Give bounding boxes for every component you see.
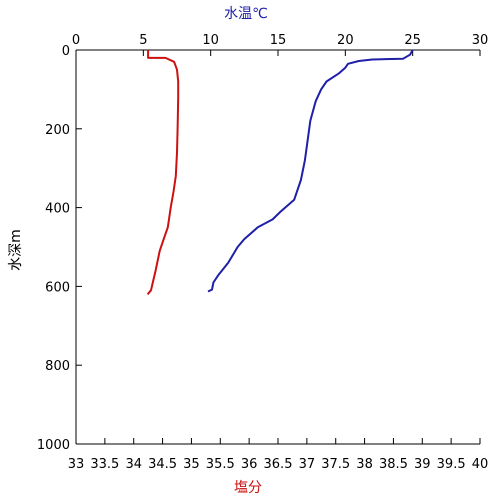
bottom-tick-label: 33.5 [90, 457, 119, 472]
top-tick-label: 0 [72, 33, 80, 48]
bottom-tick-label: 36 [241, 457, 258, 472]
bottom-tick-label: 35 [183, 457, 200, 472]
bottom-tick-label: 34 [125, 457, 142, 472]
bottom-axis-ticks: 33 33.5 34 34.5 35 35.5 36 36.5 37 37.5 38 38.5 39 39… [68, 438, 489, 472]
bottom-tick-label: 35.5 [206, 457, 235, 472]
top-axis-title: 水温℃ [224, 6, 268, 22]
series-layer [146, 49, 414, 295]
y-tick-label: 1000 [37, 438, 70, 453]
bottom-tick-label: 37 [299, 457, 316, 472]
bottom-tick-label: 37.5 [321, 457, 350, 472]
y-tick-label: 600 [45, 280, 70, 295]
top-tick-label: 15 [270, 33, 287, 48]
bottom-tick-label: 38.5 [379, 457, 408, 472]
bottom-tick-label: 40 [472, 457, 489, 472]
y-tick-label: 400 [45, 202, 70, 217]
top-tick-label: 5 [139, 33, 147, 48]
salinity-profile-line [146, 50, 180, 295]
y-axis-ticks: 0 200 400 600 800 1000 [37, 44, 82, 453]
plot-frame [75, 49, 480, 445]
temperature-profile-line [207, 49, 414, 293]
y-tick-label: 0 [62, 44, 70, 59]
bottom-tick-label: 33 [68, 457, 85, 472]
top-axis-ticks: 0 5 10 15 20 25 30 [72, 33, 488, 56]
bottom-tick-label: 39.5 [437, 457, 466, 472]
bottom-tick-label: 38 [356, 457, 373, 472]
y-tick-label: 200 [45, 123, 70, 138]
y-axis-title: 水深m [8, 229, 24, 271]
top-tick-label: 20 [337, 33, 354, 48]
bottom-tick-label: 34.5 [148, 457, 177, 472]
top-tick-label: 10 [202, 33, 219, 48]
bottom-tick-label: 39 [414, 457, 431, 472]
bottom-axis-title: 塩分 [234, 480, 262, 496]
y-tick-label: 800 [45, 359, 70, 374]
top-tick-label: 30 [472, 33, 489, 48]
top-tick-label: 25 [404, 33, 421, 48]
bottom-tick-label: 36.5 [264, 457, 293, 472]
